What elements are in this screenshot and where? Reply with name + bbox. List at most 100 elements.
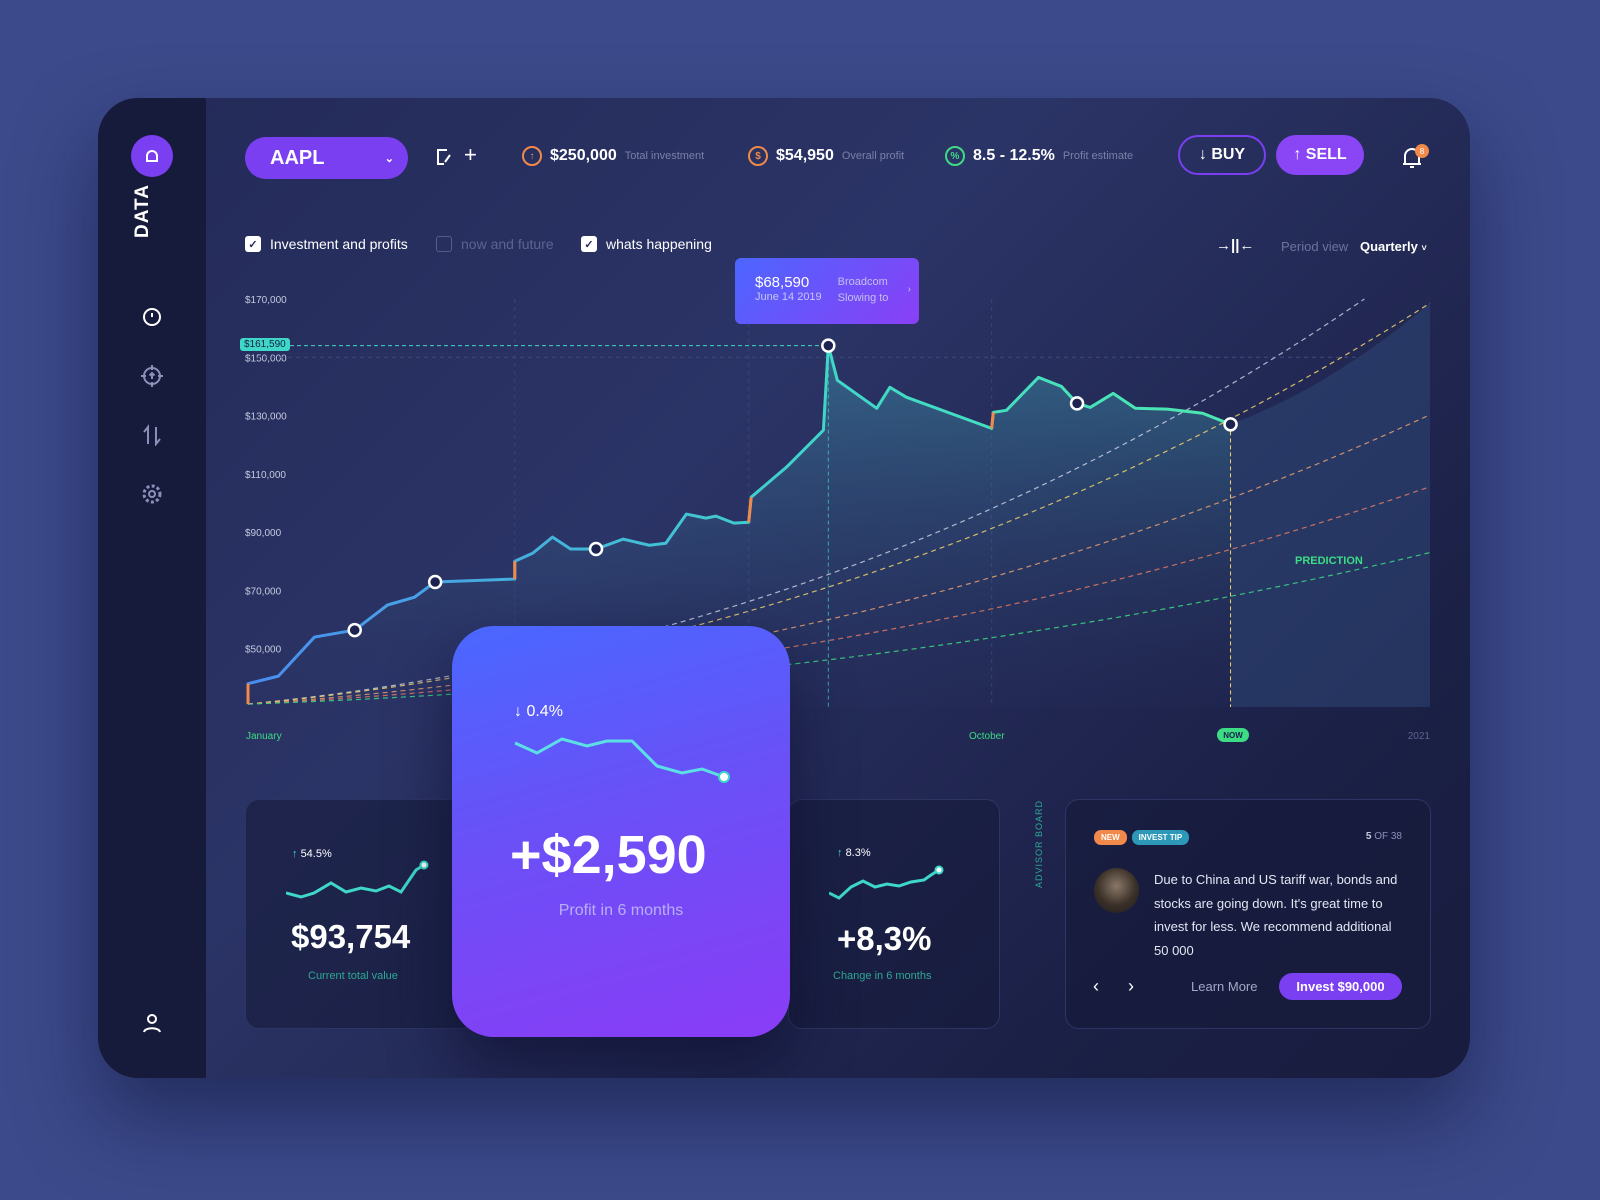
change-change: ↑ 8.3%	[837, 847, 871, 859]
checkbox-checked-icon[interactable]: ✓	[245, 236, 261, 252]
chevron-right-icon[interactable]: ›	[1128, 976, 1134, 996]
y-tick-label: $70,000	[245, 586, 282, 597]
current-change: ↑ 54.5%	[292, 848, 332, 860]
tooltip-value: $68,590	[755, 274, 810, 291]
learn-more-link[interactable]: Learn More	[1191, 979, 1258, 994]
tag-new: NEW	[1094, 830, 1127, 845]
add-icon[interactable]: +	[464, 142, 477, 167]
advisor-text: Due to China and US tariff war, bonds an…	[1154, 872, 1398, 958]
gear-icon[interactable]	[138, 480, 166, 508]
data-point-marker	[821, 338, 836, 353]
tag-list: NEW INVEST TIP	[1094, 830, 1190, 845]
stat-value: $54,950	[776, 147, 834, 164]
y-tick-label: $150,000	[245, 353, 287, 364]
arrow-down-icon: ↓	[514, 703, 522, 720]
stat-overall-profit: $ $54,950 Overall profit	[748, 146, 904, 166]
y-tick-label: $130,000	[245, 412, 287, 423]
period-select[interactable]: Quarterly ˅	[1360, 239, 1427, 254]
peak-badge: $161,590	[240, 338, 290, 351]
logo[interactable]	[131, 135, 173, 177]
ticker-select[interactable]: AAPL ⌄	[245, 137, 408, 179]
sparkline-end-marker	[934, 865, 944, 875]
page-total: OF 38	[1374, 831, 1402, 842]
invest-button[interactable]: Invest $90,000	[1279, 973, 1402, 1000]
sidebar: DATA	[98, 98, 206, 1078]
dashboard-window: DATA AAPL ⌄ + ↑ $250,000 Total investment $…	[98, 98, 1470, 1078]
edit-icon[interactable]	[436, 148, 452, 171]
change-value: 8.3%	[845, 847, 871, 859]
stat-label: Profit estimate	[1062, 150, 1134, 162]
prediction-label: PREDICTION	[1295, 555, 1363, 567]
transfer-arrows-icon[interactable]	[138, 421, 166, 449]
checkbox-checked-icon[interactable]: ✓	[581, 236, 597, 252]
gauge-icon[interactable]	[138, 303, 166, 331]
chart-tooltip: $68,590 June 14 2019 Broadcom Slowing to ›	[735, 258, 919, 324]
line-area	[248, 345, 1231, 707]
sparkline-path	[286, 863, 425, 899]
sell-button[interactable]: ↑ SELL	[1276, 135, 1364, 175]
y-tick-label: $90,000	[245, 528, 282, 539]
buy-button[interactable]: ↓ BUY	[1178, 135, 1266, 175]
tag-invest-tip: INVEST TIP	[1131, 830, 1190, 845]
y-tick-label: $170,000	[245, 295, 287, 306]
x-tick-label: October	[969, 731, 1005, 742]
filter-now-future[interactable]: now and future	[436, 236, 554, 252]
filter-investment-profits[interactable]: ✓ Investment and profits	[245, 236, 408, 252]
prediction-line	[247, 302, 1431, 705]
tooltip-date: June 14 2019	[755, 291, 822, 303]
filter-label: Investment and profits	[270, 236, 408, 252]
stat-label: Overall profit	[841, 150, 905, 162]
current-value: $93,754	[291, 918, 411, 955]
target-icon[interactable]	[138, 362, 166, 390]
sparkline-end-marker	[718, 771, 730, 783]
chevron-right-icon[interactable]: ›	[907, 284, 911, 295]
prediction-line	[247, 486, 1431, 705]
chevron-down-icon: ⌄	[384, 152, 394, 165]
sparkline-change	[829, 865, 944, 900]
change-label: Change in 6 months	[833, 970, 932, 982]
period-value: Quarterly	[1360, 239, 1418, 254]
checkbox-unchecked-icon[interactable]	[436, 236, 452, 252]
change-value: 0.4%	[526, 703, 563, 720]
profit-card[interactable]: ↓ 0.4% +$2,590 Profit in 6 months	[452, 626, 790, 1037]
prediction-line	[247, 414, 1431, 705]
change-value: 54.5%	[300, 848, 332, 860]
x-tick-label: 2021	[1408, 731, 1431, 742]
stat-profit-estimate: % 8.5 - 12.5% Profit estimate	[945, 146, 1133, 166]
dollar-circle-icon: $	[748, 146, 768, 166]
filter-label: whats happening	[606, 236, 712, 252]
user-icon[interactable]	[138, 1009, 166, 1037]
sparkline-current	[286, 860, 429, 899]
period-label: Period view	[1281, 239, 1349, 254]
prediction-area	[1230, 303, 1430, 707]
prediction-line	[247, 551, 1431, 705]
profit-value: +$2,590	[510, 825, 707, 885]
tooltip-title: Broadcom	[837, 276, 888, 288]
sparkline-path	[514, 737, 725, 779]
chevron-left-icon[interactable]: ‹	[1093, 976, 1099, 996]
collapse-arrows-icon[interactable]: →||←	[1216, 237, 1255, 254]
stat-value: $250,000	[550, 147, 617, 164]
filter-whats-happening[interactable]: ✓ whats happening	[581, 236, 712, 252]
pagination: 5 OF 38	[1366, 831, 1402, 842]
step-jump	[747, 497, 753, 523]
data-point-marker	[1223, 417, 1238, 432]
page-current: 5	[1365, 831, 1372, 842]
tooltip-subtitle: Slowing to	[837, 292, 889, 304]
filter-label: now and future	[461, 236, 554, 252]
current-label: Current total value	[308, 970, 398, 982]
sparkline-profit	[514, 737, 730, 783]
ticker-value: AAPL	[270, 146, 325, 169]
advisor-card: NEW INVEST TIP 5 OF 38 Due to China and …	[1065, 799, 1431, 1029]
change-value-main: +8,3%	[837, 920, 932, 957]
now-badge	[1217, 728, 1249, 742]
investment-chart[interactable]: $170,000 $150,000 $130,000 $110,000 $90,000 $…	[98, 98, 1470, 798]
arrow-up-icon: ↑	[837, 847, 843, 859]
data-point-marker	[1069, 396, 1085, 411]
change-card: ↑ 8.3% +8,3% Change in 6 months	[788, 799, 1000, 1029]
percent-circle-icon: %	[945, 146, 965, 166]
notification-badge: 8	[1415, 144, 1429, 158]
x-tick-label: NOW	[1223, 731, 1243, 740]
data-point-marker	[588, 541, 604, 557]
prediction-line	[247, 298, 1365, 705]
